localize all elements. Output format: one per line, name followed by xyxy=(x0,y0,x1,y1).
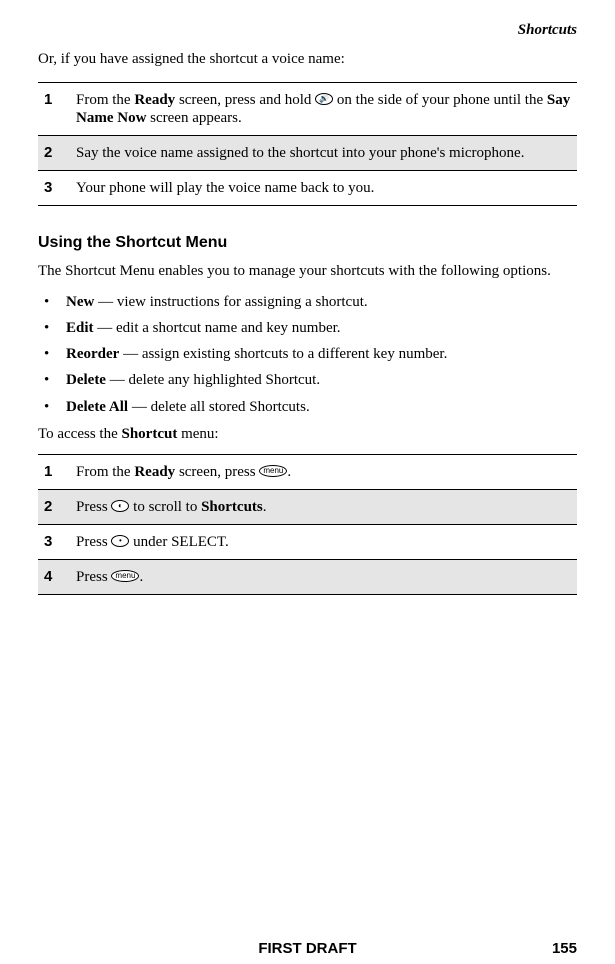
step-text: Press • under SELECT. xyxy=(70,525,577,560)
text-bold: Ready xyxy=(134,464,175,480)
text-fragment: From the xyxy=(76,92,134,108)
speaker-icon: 🔊 xyxy=(315,93,333,105)
table-row: 4 Press menu. xyxy=(38,560,577,595)
text-fragment: to scroll to xyxy=(129,499,201,515)
text-bold: Ready xyxy=(134,92,175,108)
text-fragment: Press xyxy=(76,569,111,585)
table-row: 3 Press • under SELECT. xyxy=(38,525,577,560)
step-number: 1 xyxy=(38,455,70,490)
text-fragment: screen appears. xyxy=(146,110,241,126)
text-fragment: Your phone will play the voice name back… xyxy=(76,180,374,196)
text-fragment: . xyxy=(287,464,291,480)
text-fragment: . xyxy=(139,569,143,585)
voice-steps-table: 1 From the Ready screen, press and hold … xyxy=(38,82,577,206)
text-fragment: Say the voice name assigned to the short… xyxy=(76,145,524,161)
text-fragment: Press xyxy=(76,534,111,550)
subheading: Using the Shortcut Menu xyxy=(38,234,577,252)
step-text: Say the voice name assigned to the short… xyxy=(70,136,577,171)
step-text: Press ◐ to scroll to Shortcuts. xyxy=(70,490,577,525)
table-row: 1 From the Ready screen, press and hold … xyxy=(38,83,577,136)
table-row: 2 Say the voice name assigned to the sho… xyxy=(38,136,577,171)
list-item: Reorder — assign existing shortcuts to a… xyxy=(38,344,577,364)
header-section-label: Shortcuts xyxy=(38,22,577,39)
intro-text-1: Or, if you have assigned the shortcut a … xyxy=(38,51,577,68)
text-fragment: Press xyxy=(76,499,111,515)
step-number: 1 xyxy=(38,83,70,136)
step-text: Press menu. xyxy=(70,560,577,595)
table-row: 2 Press ◐ to scroll to Shortcuts. xyxy=(38,490,577,525)
option-desc: — delete any highlighted Shortcut. xyxy=(106,372,320,388)
option-desc: — assign existing shortcuts to a differe… xyxy=(119,346,447,362)
text-fragment: screen, press xyxy=(175,464,259,480)
text-fragment: . xyxy=(263,499,267,515)
option-label: Delete All xyxy=(66,399,128,415)
option-label: New xyxy=(66,294,94,310)
option-label: Reorder xyxy=(66,346,119,362)
list-item: Delete All — delete all stored Shortcuts… xyxy=(38,397,577,417)
option-desc: — edit a shortcut name and key number. xyxy=(94,320,341,336)
list-item: New — view instructions for assigning a … xyxy=(38,292,577,312)
list-item: Delete — delete any highlighted Shortcut… xyxy=(38,370,577,390)
menu-icon: menu xyxy=(259,465,287,477)
option-desc: — delete all stored Shortcuts. xyxy=(128,399,310,415)
table-row: 1 From the Ready screen, press menu. xyxy=(38,455,577,490)
options-list: New — view instructions for assigning a … xyxy=(38,292,577,417)
text-fragment: under SELECT. xyxy=(129,534,228,550)
step-number: 2 xyxy=(38,490,70,525)
step-number: 4 xyxy=(38,560,70,595)
option-label: Edit xyxy=(66,320,94,336)
option-desc: — view instructions for assigning a shor… xyxy=(94,294,367,310)
dot-icon: • xyxy=(111,535,129,547)
access-steps-table: 1 From the Ready screen, press menu. 2 P… xyxy=(38,454,577,595)
footer-page-number: 155 xyxy=(552,940,577,957)
text-fragment: on the side of your phone until the xyxy=(333,92,547,108)
footer-draft-label: FIRST DRAFT xyxy=(258,940,356,957)
step-number: 3 xyxy=(38,171,70,206)
intro-text-3: To access the Shortcut menu: xyxy=(38,425,577,445)
text-bold: Shortcut xyxy=(122,426,178,442)
text-fragment: From the xyxy=(76,464,134,480)
menu-icon: menu xyxy=(111,570,139,582)
option-label: Delete xyxy=(66,372,106,388)
step-text: From the Ready screen, press and hold 🔊 … xyxy=(70,83,577,136)
text-fragment: screen, press and hold xyxy=(175,92,315,108)
intro-text-2: The Shortcut Menu enables you to manage … xyxy=(38,262,577,282)
table-row: 3 Your phone will play the voice name ba… xyxy=(38,171,577,206)
scroll-icon: ◐ xyxy=(111,500,129,512)
text-fragment: menu: xyxy=(177,426,218,442)
list-item: Edit — edit a shortcut name and key numb… xyxy=(38,318,577,338)
step-number: 2 xyxy=(38,136,70,171)
step-text: Your phone will play the voice name back… xyxy=(70,171,577,206)
step-text: From the Ready screen, press menu. xyxy=(70,455,577,490)
text-fragment: To access the xyxy=(38,426,122,442)
text-bold: Shortcuts xyxy=(201,499,263,515)
step-number: 3 xyxy=(38,525,70,560)
